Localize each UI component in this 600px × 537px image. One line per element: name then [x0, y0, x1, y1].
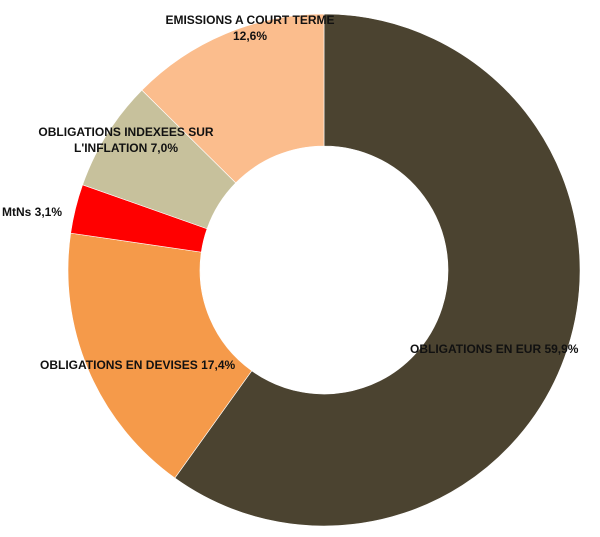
label-obligations-eur: OBLIGATIONS EN EUR 59,9%	[410, 341, 578, 357]
label-mtns-text: MtNs 3,1%	[2, 205, 63, 219]
label-obligations-indexees-line1: OBLIGATIONS INDEXEES SUR	[38, 125, 214, 139]
donut-slice-obligations-en-eur	[174, 13, 581, 527]
label-emissions-court-terme: EMISSIONS A COURT TERME 12,6%	[150, 12, 350, 44]
donut-slice-emissions-a-court-terme	[141, 13, 325, 184]
label-obligations-eur-text: OBLIGATIONS EN EUR 59,9%	[410, 342, 579, 356]
label-emissions-court-terme-line2: 12,6%	[232, 29, 268, 43]
donut-slice-obligations-en-devises	[67, 232, 253, 479]
label-obligations-devises: OBLIGATIONS EN DEVISES 17,4%	[40, 357, 235, 373]
label-emissions-court-terme-line1: EMISSIONS A COURT TERME	[165, 13, 335, 27]
label-obligations-indexees: OBLIGATIONS INDEXEES SUR L'INFLATION 7,0…	[20, 124, 232, 156]
donut-slices	[67, 13, 581, 527]
label-obligations-indexees-line2: L'INFLATION 7,0%	[74, 141, 178, 155]
label-mtns: MtNs 3,1%	[2, 204, 62, 220]
label-obligations-devises-text: OBLIGATIONS EN DEVISES 17,4%	[40, 358, 236, 372]
